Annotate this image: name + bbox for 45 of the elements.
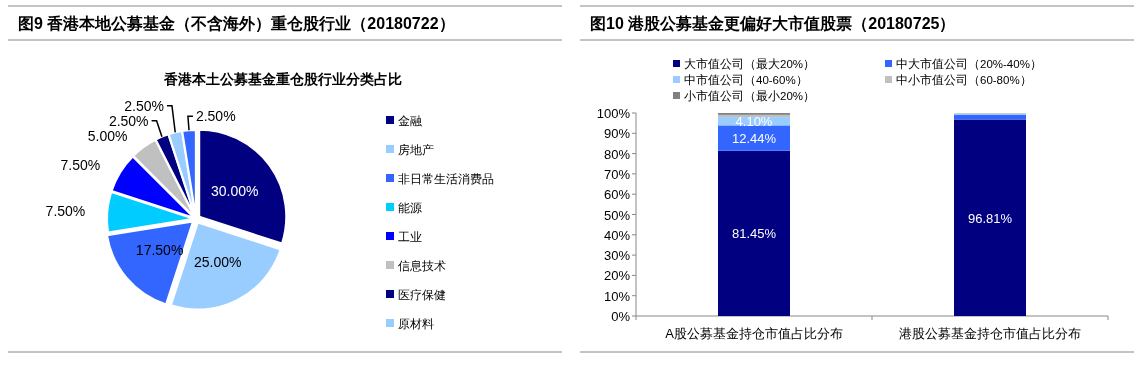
data-label: 96.81% xyxy=(967,210,1013,226)
data-label: 7.50% xyxy=(45,202,86,219)
chart-title: 图9 香港本地公募基金（不含海外）重仓股行业（20180722） xyxy=(18,15,455,33)
y-tick-label: 40% xyxy=(603,227,631,243)
y-tick-label: 30% xyxy=(603,248,631,264)
data-label: 7.50% xyxy=(60,157,101,174)
legend-label: 金融 xyxy=(398,114,422,128)
legend-label: 大市值公司（最大20%） xyxy=(684,57,816,71)
legend-label: 医疗保健 xyxy=(398,288,446,302)
legend-label: 中市值公司（40-60%） xyxy=(684,73,808,87)
y-tick-label: 60% xyxy=(603,187,631,203)
bar xyxy=(954,119,1026,316)
legend-label: 信息技术 xyxy=(398,259,446,273)
data-label: 30.00% xyxy=(210,182,259,199)
data-label: 81.45% xyxy=(731,226,777,242)
y-tick-label: 0% xyxy=(611,309,631,324)
y-tick-label: 70% xyxy=(603,166,631,182)
y-tick-label: 20% xyxy=(603,268,631,284)
data-label: 12.44% xyxy=(731,131,777,147)
legend-label: 小市值公司（最小20%） xyxy=(684,89,816,103)
y-tick-label: 100% xyxy=(596,106,631,121)
bar xyxy=(718,150,790,316)
chart-title: 图10 港股公募基金更偏好大市值股票（20180725） xyxy=(590,15,956,33)
y-tick-label: 10% xyxy=(603,288,631,304)
legend-label: 房地产 xyxy=(398,143,434,157)
y-tick-label: 50% xyxy=(603,207,631,223)
data-label: 2.50% xyxy=(108,112,149,129)
data-label: 5.00% xyxy=(87,127,128,144)
chart-subtitle: 香港本土公募基金重仓股行业分类占比 xyxy=(163,71,402,87)
legend-label: 非日常生活消费品 xyxy=(398,172,494,186)
legend-label: 原材料 xyxy=(398,317,434,331)
y-tick-label: 90% xyxy=(603,126,631,142)
data-label: 2.50% xyxy=(124,97,164,114)
data-label: 25.00% xyxy=(193,253,242,270)
legend-label: 能源 xyxy=(398,201,422,215)
x-tick-label: 港股公募基金持仓市值占比分布 xyxy=(899,326,1081,341)
legend-label: 中小市值公司（60-80%） xyxy=(896,73,1032,87)
data-label: 2.50% xyxy=(195,108,236,125)
data-label: 4.10% xyxy=(735,114,773,130)
data-label: 17.50% xyxy=(135,242,184,259)
legend-label: 工业 xyxy=(398,230,422,244)
bar xyxy=(718,125,790,151)
legend-label: 中大市值公司（20%-40%） xyxy=(896,57,1042,71)
y-tick-label: 80% xyxy=(603,146,631,162)
x-tick-label: A股公募基金持仓市值占比分布 xyxy=(665,326,843,341)
